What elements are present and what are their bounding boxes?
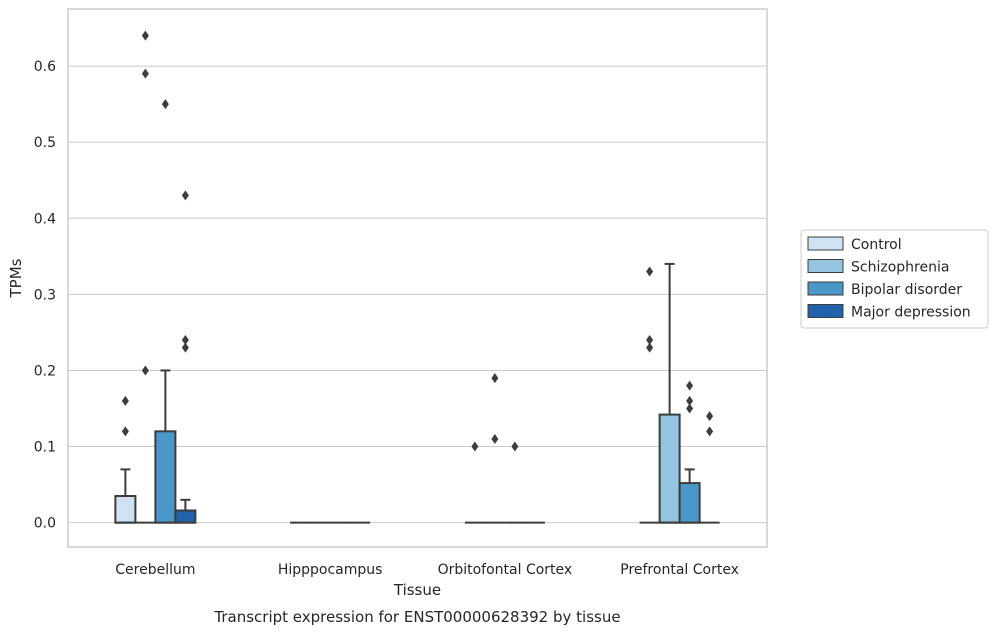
- outlier-point: [181, 335, 189, 346]
- y-tick-label: 0.1: [34, 440, 56, 456]
- chart-caption: Transcript expression for ENST0000062839…: [213, 608, 620, 626]
- boxes: [114, 262, 720, 524]
- legend-swatch: [807, 304, 844, 318]
- legend-label: Major depression: [851, 305, 971, 321]
- x-tick-label: Hipppocampus: [278, 562, 383, 578]
- box-body: [114, 495, 137, 524]
- legend-swatch: [807, 281, 844, 296]
- outlier-point: [686, 395, 694, 406]
- outlier-point: [491, 373, 499, 384]
- box-body: [154, 430, 177, 524]
- box-bipolar-disorder: [154, 369, 177, 524]
- outlier-point: [181, 342, 189, 353]
- outlier-point: [686, 403, 694, 414]
- legend-swatch: [807, 259, 844, 273]
- box-schizophrenia: [658, 262, 681, 524]
- box-major-depression: [174, 498, 197, 524]
- y-tick-label: 0.4: [34, 211, 56, 227]
- y-tick-label: 0.0: [34, 516, 56, 532]
- outlier-point: [646, 266, 654, 277]
- grid-lines: [68, 65, 767, 524]
- y-axis-label: TPMs: [7, 258, 25, 298]
- y-tick-label: 0.2: [34, 363, 56, 379]
- legend-label: Control: [851, 237, 902, 253]
- x-tick-label: Prefrontal Cortex: [620, 562, 739, 578]
- outlier-point: [141, 365, 149, 376]
- x-tick-label: Orbitofontal Cortex: [438, 562, 573, 578]
- x-tick-labels: Cerebellum Hipppocampus Orbitofontal Corte…: [115, 562, 739, 578]
- y-tick-labels: 0.0 0.1 0.2 0.3 0.4 0.5 0.6: [34, 59, 56, 532]
- y-tick-label: 0.5: [34, 135, 56, 151]
- box-bipolar-disorder: [678, 468, 701, 524]
- y-tick-label: 0.3: [34, 287, 56, 303]
- outlier-point: [511, 441, 519, 452]
- box-body: [174, 509, 197, 524]
- outlier-point: [121, 395, 129, 406]
- legend: Control Schizophrenia Bipolar disorder Majo…: [800, 229, 989, 329]
- box-control: [114, 468, 137, 524]
- box-body: [678, 482, 701, 524]
- outlier-point: [706, 426, 714, 437]
- outlier-point: [646, 342, 654, 353]
- legend-swatch: [807, 236, 844, 251]
- outlier-point: [706, 411, 714, 422]
- outlier-point: [161, 99, 169, 110]
- legend-label: Schizophrenia: [851, 260, 949, 276]
- outlier-point: [121, 426, 129, 437]
- outlier-point: [141, 68, 149, 79]
- x-tick-label: Cerebellum: [115, 562, 195, 578]
- box-body: [658, 413, 681, 524]
- outlier-point: [686, 380, 694, 391]
- y-tick-label: 0.6: [34, 59, 56, 75]
- outliers: [121, 30, 714, 452]
- plot-frame: [67, 8, 768, 548]
- outlier-point: [491, 433, 499, 444]
- legend-label: Bipolar disorder: [851, 282, 962, 298]
- outlier-point: [471, 441, 479, 452]
- outlier-point: [646, 335, 654, 346]
- x-axis-label: Tissue: [393, 581, 441, 599]
- legend-frame: [800, 229, 989, 329]
- outlier-point: [181, 190, 189, 201]
- outlier-point: [141, 30, 149, 41]
